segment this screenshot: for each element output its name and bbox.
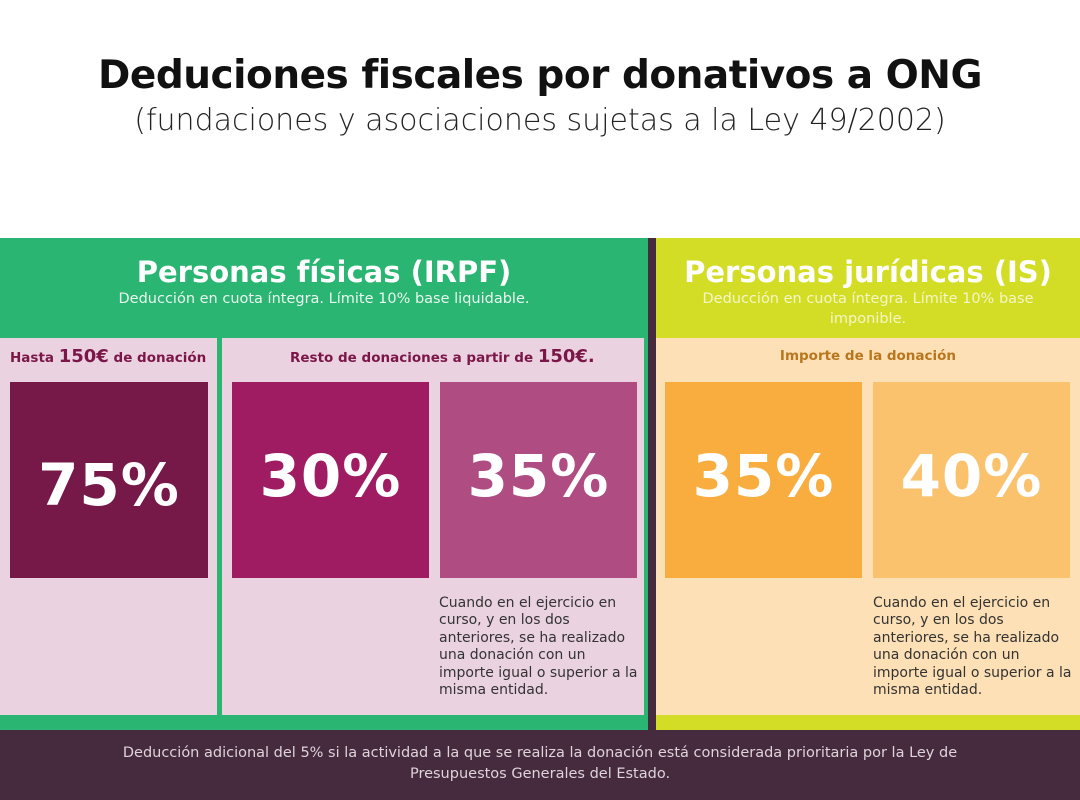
personas-juridicas-note: Deducción en cuota íntegra. Límite 10% b… xyxy=(702,291,1034,327)
tramo2-percent-box-b: 35% xyxy=(440,382,637,578)
tramo2-caption-pre: Resto de donaciones a partir de xyxy=(290,350,538,366)
personas-juridicas-title: Personas jurídicas (IS) xyxy=(684,255,1052,289)
tramo1-caption-amount: 150€ xyxy=(58,346,109,367)
tramo2-condition: Cuando en el ejercicio en curso, y en lo… xyxy=(439,595,638,699)
footer-band xyxy=(0,730,1080,800)
personas-fisicas-note: Deducción en cuota íntegra. Límite 10% b… xyxy=(118,291,530,307)
juridicas-percent-box-b: 40% xyxy=(873,382,1070,578)
tramo2-percent-box-a: 30% xyxy=(232,382,429,578)
tramo2-caption: Resto de donaciones a partir de 150€. xyxy=(290,346,595,367)
personas-juridicas-header: Personas jurídicas (IS) Deducción en cuo… xyxy=(656,238,1080,338)
tramo1-caption-pre: Hasta xyxy=(10,350,59,366)
page-subtitle: (fundaciones y asociaciones sujetas a la… xyxy=(134,103,946,138)
tramo1-caption-post: de donación xyxy=(108,350,207,366)
juridicas-percent-box-a: 35% xyxy=(665,382,862,578)
page-title: Deduciones fiscales por donativos a ONG xyxy=(98,53,982,98)
juridicas-condition: Cuando en el ejercicio en curso, y en lo… xyxy=(873,595,1072,699)
personas-fisicas-title: Personas físicas (IRPF) xyxy=(136,255,512,289)
tramo1-caption: Hasta 150€ de donación xyxy=(10,346,206,367)
tramo2-caption-amount: 150€. xyxy=(537,346,595,367)
juridicas-caption: Importe de la donación xyxy=(779,348,957,364)
personas-fisicas-header: Personas físicas (IRPF) Deducción en cuo… xyxy=(0,238,648,338)
tramo1-percent-box: 75% xyxy=(10,382,208,578)
footer-note: Deducción adicional del 5% si la activid… xyxy=(122,745,958,782)
